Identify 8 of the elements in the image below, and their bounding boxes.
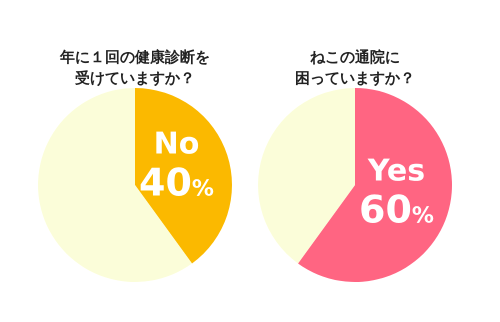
slice-label: No	[154, 126, 200, 162]
pie-slice	[258, 88, 355, 264]
chart-title: ねこの通院に困っていますか？	[295, 48, 415, 87]
pie-slice	[298, 88, 452, 282]
data-label: 60%	[359, 187, 434, 232]
data-label: 40%	[139, 160, 214, 205]
chart-title: 年に１回の健康診断を受けていますか？	[59, 48, 210, 87]
slice-label: Yes	[366, 153, 426, 188]
